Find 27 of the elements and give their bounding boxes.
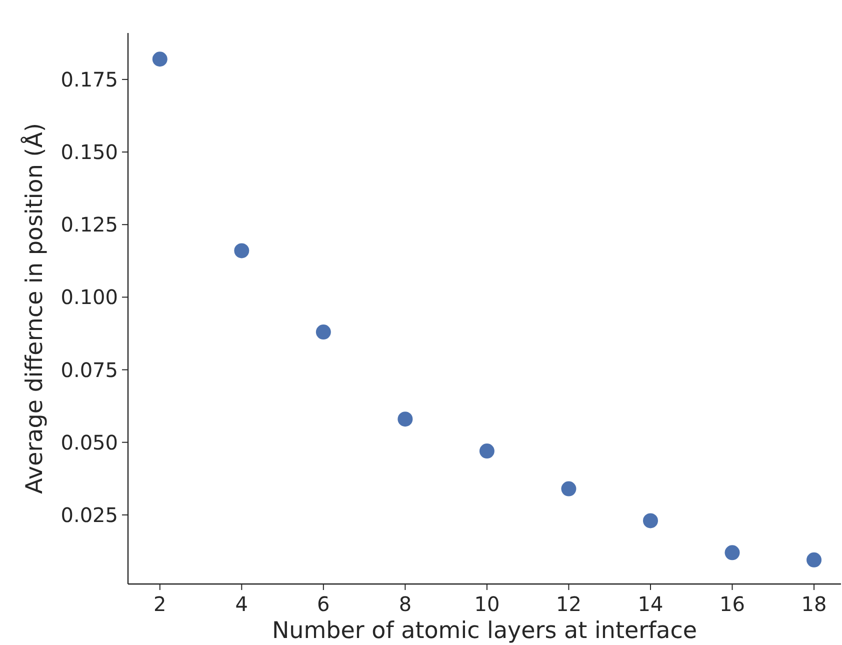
y-tick-label: 0.125 [60,212,118,237]
y-tick-label: 0.050 [60,430,118,454]
y-tick-label: 0.025 [60,502,118,527]
x-tick-label: 4 [235,592,248,616]
y-tick-label: 0.100 [60,285,118,310]
y-tick-label: 0.150 [60,140,118,164]
point [806,552,822,568]
y-tick-label: 0.075 [60,358,118,382]
x-tick-label: 18 [801,592,827,616]
y-tick-label: 0.175 [60,67,118,92]
x-tick-label: 12 [556,592,582,616]
point [724,545,740,560]
point [398,412,413,427]
x-tick-label: 2 [154,592,166,616]
x-tick-label: 16 [720,592,745,616]
x-tick-label: 6 [317,592,330,616]
x-tick-label: 14 [638,592,664,616]
y-axis-title: Average differnce in position (Å) [20,123,48,494]
point [316,324,331,340]
point [479,444,494,459]
point [561,481,576,496]
point [642,513,658,528]
point [234,243,250,258]
x-tick-label: 10 [474,592,500,616]
x-tick-label: 8 [398,592,412,616]
point [152,52,168,67]
x-axis-title: Number of atomic layers at interface [272,618,698,644]
